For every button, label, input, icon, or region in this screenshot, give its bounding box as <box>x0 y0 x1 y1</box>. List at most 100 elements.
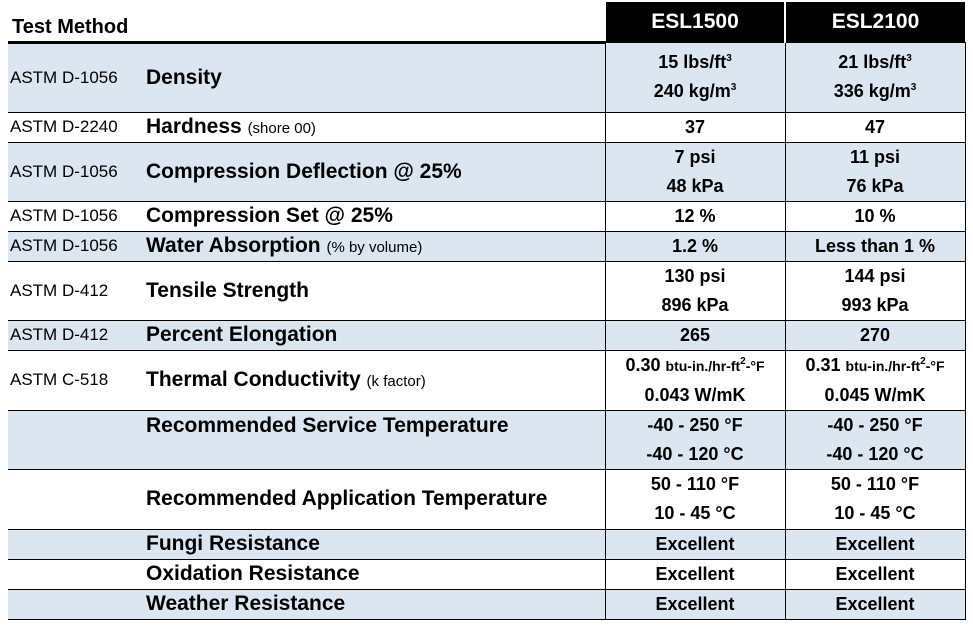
value-line: 10 - 45 °C <box>834 503 916 523</box>
property-label: Density <box>146 65 222 89</box>
table-row: ASTM C-518 Thermal Conductivity (k facto… <box>8 349 966 411</box>
value-unit: btu-in./hr-ft <box>665 357 741 374</box>
test-method <box>8 528 144 560</box>
value-esl2100: 47 <box>784 111 966 143</box>
test-method: ASTM D-1056 <box>8 230 144 262</box>
value-unit: btu-in./hr-ft <box>845 357 921 374</box>
value-line: 50 - 110 °F <box>830 474 920 494</box>
property-label: Oxidation Resistance <box>146 562 360 585</box>
property-name: Thermal Conductivity (k factor) <box>144 349 605 411</box>
table-row: Recommended Service Temperature -40 - 25… <box>8 409 966 470</box>
test-method: ASTM C-518 <box>8 349 144 411</box>
superscript: 3 <box>906 53 912 64</box>
value-line: 15 lbs/ft <box>658 52 727 72</box>
property-label: Recommended Application Temperature <box>146 487 548 510</box>
test-method: ASTM D-1056 <box>8 41 144 113</box>
value-line: 0.043 W/mK <box>644 384 746 405</box>
value-line: 240 kg/m <box>653 81 731 101</box>
value-esl1500: 130 psi 896 kPa <box>604 260 786 321</box>
property-note: (shore 00) <box>247 120 316 137</box>
table-row: ASTM D-1056 Compression Set @ 25% 12 % 1… <box>8 200 966 232</box>
value-line: 896 kPa <box>661 294 729 315</box>
header-row: Test Method ESL1500 ESL2100 <box>8 2 965 44</box>
value-esl2100: -40 - 250 °F -40 - 120 °C <box>784 409 966 470</box>
header-spacer <box>144 2 605 44</box>
property-label: Fungi Resistance <box>146 532 320 555</box>
table-row: ASTM D-2240 Hardness (shore 00) 37 47 <box>8 111 966 143</box>
property-name: Compression Set @ 25% <box>144 200 605 232</box>
table-row: Fungi Resistance Excellent Excellent <box>8 528 966 560</box>
value-esl2100: 50 - 110 °F 10 - 45 °C <box>784 468 966 530</box>
property-name: Fungi Resistance <box>144 528 605 560</box>
test-method <box>8 468 144 530</box>
property-label: Water Absorption <box>146 234 321 257</box>
test-method <box>8 558 144 590</box>
test-method <box>8 409 144 470</box>
value-esl2100: 270 <box>784 319 966 351</box>
value-esl2100: Excellent <box>784 588 966 620</box>
property-name: Recommended Service Temperature <box>144 409 605 470</box>
property-label: Compression Set @ 25% <box>146 204 393 227</box>
value-line: 336 kg/m <box>833 81 911 101</box>
value-line: -40 - 250 °F <box>827 414 923 435</box>
test-method: ASTM D-1056 <box>8 200 144 232</box>
value-line: 76 kPa <box>846 175 904 196</box>
product-header-esl2100: ESL2100 <box>784 2 965 42</box>
value-esl2100: 10 % <box>784 200 966 232</box>
value-esl2100: Less than 1 % <box>784 230 966 262</box>
superscript: 2 <box>920 355 926 367</box>
test-method <box>8 588 144 620</box>
value-line: 144 psi <box>844 265 906 286</box>
value-unit: -°F <box>925 357 945 374</box>
property-name: Hardness (shore 00) <box>144 111 605 143</box>
product-header-esl1500: ESL1500 <box>604 2 785 42</box>
property-label: Percent Elongation <box>146 323 338 346</box>
superscript: 3 <box>910 82 917 93</box>
property-name: Percent Elongation <box>144 319 605 351</box>
value-line: -40 - 250 °F <box>647 414 743 435</box>
value-number: 0.31 <box>805 354 841 375</box>
property-name: Water Absorption (% by volume) <box>144 230 605 262</box>
value-esl2100: 0.31 btu-in./hr-ft2-°F 0.045 W/mK <box>784 349 966 411</box>
property-name: Oxidation Resistance <box>144 558 605 590</box>
property-label: Thermal Conductivity <box>146 368 361 391</box>
test-method: ASTM D-2240 <box>8 111 144 143</box>
value-line: 48 kPa <box>666 175 724 196</box>
table-row: ASTM D-412 Percent Elongation 265 270 <box>8 319 966 351</box>
superscript: 3 <box>730 82 737 93</box>
value-line: 0.045 W/mK <box>824 384 926 405</box>
property-name: Recommended Application Temperature <box>144 468 605 530</box>
property-label: Tensile Strength <box>146 278 309 302</box>
properties-table: Test Method ESL1500 ESL2100 ASTM D-1056 … <box>8 2 966 620</box>
value-line: 993 kPa <box>841 294 909 315</box>
property-label: Recommended Service Temperature <box>146 413 509 437</box>
superscript: 3 <box>726 53 732 64</box>
property-name: Density <box>144 41 605 113</box>
value-line: 21 lbs/ft <box>838 52 907 72</box>
value-line: -40 - 120 °C <box>646 443 744 464</box>
value-esl2100: Excellent <box>784 528 966 560</box>
value-esl1500: 265 <box>604 319 786 351</box>
value-esl1500: Excellent <box>604 528 786 560</box>
superscript: 2 <box>740 355 746 367</box>
table-row: ASTM D-412 Tensile Strength 130 psi 896 … <box>8 260 966 321</box>
table-row: Recommended Application Temperature 50 -… <box>8 468 966 530</box>
value-esl1500: -40 - 250 °F -40 - 120 °C <box>604 409 786 470</box>
property-name: Compression Deflection @ 25% <box>144 141 605 202</box>
value-line: 130 psi <box>664 265 726 286</box>
property-name: Tensile Strength <box>144 260 605 321</box>
property-name: Weather Resistance <box>144 588 605 620</box>
value-esl1500: 0.30 btu-in./hr-ft2-°F 0.043 W/mK <box>604 349 786 411</box>
value-esl1500: Excellent <box>604 588 786 620</box>
test-method: ASTM D-412 <box>8 319 144 351</box>
value-line: 7 psi <box>674 146 716 167</box>
value-line: 11 psi <box>849 146 901 167</box>
value-esl1500: 12 % <box>604 200 786 232</box>
value-esl1500: Excellent <box>604 558 786 590</box>
value-unit: -°F <box>745 357 765 374</box>
value-esl2100: Excellent <box>784 558 966 590</box>
value-esl1500: 1.2 % <box>604 230 786 262</box>
table-row: Oxidation Resistance Excellent Excellent <box>8 558 966 590</box>
property-label: Compression Deflection @ 25% <box>146 159 462 183</box>
property-note: (% by volume) <box>326 239 423 256</box>
